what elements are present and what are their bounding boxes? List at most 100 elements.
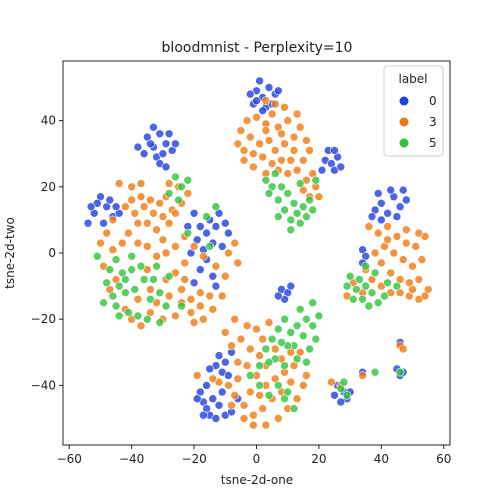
point-label-3 [280,139,289,149]
point-label-5 [314,311,324,321]
x-tick-label: 40 [374,452,389,466]
point-label-3 [227,341,236,351]
point-label-3 [155,199,165,208]
point-label-0 [398,185,408,195]
point-label-3 [408,285,417,294]
point-label-5 [124,308,133,317]
point-label-3 [146,195,155,205]
point-label-3 [133,294,143,304]
point-label-3 [408,261,417,271]
point-label-5 [155,318,165,327]
point-label-0 [86,202,96,211]
point-label-3 [208,374,218,384]
point-label-3 [298,156,308,165]
point-label-0 [171,139,180,149]
point-label-5 [255,361,264,370]
point-label-3 [239,156,249,165]
point-label-3 [189,318,199,327]
point-label-5 [311,175,321,185]
point-label-5 [302,212,311,221]
point-label-3 [273,414,283,423]
point-label-0 [214,400,224,410]
point-label-5 [339,377,349,387]
point-label-0 [386,185,396,195]
point-label-3 [233,139,243,149]
point-label-0 [255,76,264,86]
points-layer [83,76,433,430]
point-label-0 [376,199,386,208]
point-label-0 [164,129,174,139]
point-label-5 [280,314,289,324]
point-label-5 [280,205,289,215]
point-label-0 [258,106,268,115]
legend-box [383,65,444,157]
point-label-0 [221,357,230,367]
point-label-5 [305,195,314,205]
point-label-5 [298,202,308,211]
point-label-3 [267,109,277,119]
legend-marker-0 [399,96,409,106]
point-label-0 [273,86,283,96]
point-label-3 [108,245,118,254]
point-label-5 [277,182,286,192]
point-label-3 [199,314,208,324]
y-axis: −40 −20 0 20 40 [31,114,63,392]
point-label-3 [171,242,180,251]
point-label-3 [189,242,199,251]
point-label-0 [383,209,392,218]
point-label-0 [99,218,108,228]
point-label-5 [261,344,271,354]
point-label-3 [124,228,133,238]
point-label-3 [401,225,411,235]
point-label-5 [152,261,161,271]
point-label-3 [298,381,308,390]
point-label-3 [186,294,196,304]
point-label-3 [171,311,180,321]
legend-label-5: 5 [429,136,437,150]
point-label-0 [196,222,205,231]
point-label-3 [152,251,161,261]
point-label-5 [114,311,124,321]
point-label-3 [302,136,311,145]
point-label-3 [358,371,367,380]
point-label-3 [286,377,296,387]
point-label-3 [233,374,243,384]
point-label-3 [383,235,392,245]
point-label-3 [249,162,258,172]
point-label-5 [205,242,214,251]
point-label-5 [302,357,311,367]
point-label-3 [211,261,221,271]
point-label-5 [161,301,171,311]
point-label-5 [280,361,289,370]
point-label-3 [233,357,243,367]
point-label-3 [373,228,383,238]
point-label-5 [183,175,193,185]
point-label-0 [264,83,274,92]
point-label-3 [230,314,239,324]
point-label-3 [102,228,111,238]
point-label-5 [143,314,152,324]
point-label-5 [139,275,149,284]
point-label-3 [136,321,146,331]
point-label-5 [255,381,264,390]
point-label-3 [239,146,249,155]
point-label-3 [246,132,255,142]
point-label-5 [174,195,183,205]
point-label-0 [221,218,230,228]
point-label-3 [270,99,280,109]
point-label-0 [224,371,233,380]
point-label-0 [158,149,168,158]
point-label-0 [395,202,405,211]
point-label-0 [133,142,143,152]
point-label-3 [239,400,249,410]
point-label-5 [99,298,108,308]
point-label-3 [364,222,374,231]
point-label-0 [155,129,165,139]
point-label-3 [389,248,399,258]
point-label-3 [249,410,258,420]
point-label-3 [133,218,143,228]
point-label-3 [327,377,336,387]
point-label-0 [330,390,339,400]
point-label-5 [289,199,299,208]
point-label-3 [261,420,271,430]
